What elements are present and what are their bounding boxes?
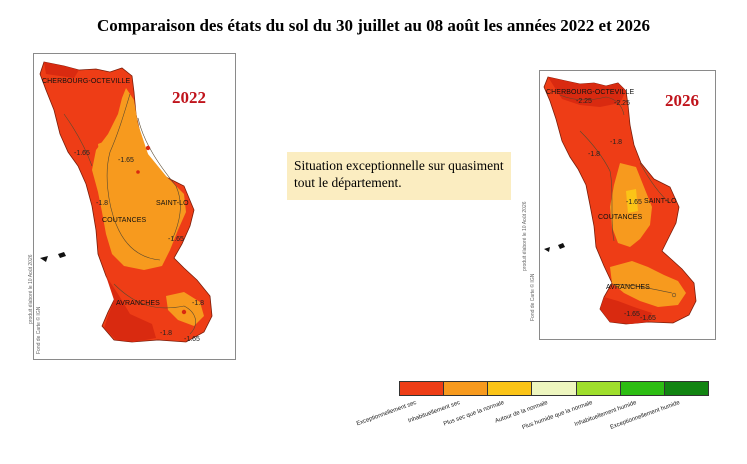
map-panel-2022: 2022 CHERBOURG-OCTEVILLE SAINT-LO COUTAN… [28,53,236,360]
deep-red-zone-north [548,77,626,107]
map-2022-drawing [39,61,213,343]
isoline-curve [609,284,673,294]
station-dot [181,309,187,315]
island [58,252,66,258]
place-label-saint-lo: SAINT-LO [644,198,677,205]
map-credit: produit élaboré le 10 Août 2026 [522,201,528,272]
map-credit: Fond de Carte © IGN [530,273,536,321]
place-label-cherbourg: CHERBOURG-OCTEVILLE [42,78,131,85]
place-label-saint-lo: SAINT-LO [156,200,189,207]
station-dot [145,145,151,151]
island [558,243,565,249]
isoline-curve [63,113,93,167]
situation-note: Situation exceptionnelle sur quasiment t… [287,152,511,200]
isoline-curve [113,283,196,335]
isoline-value: -2.25 [614,100,630,107]
isoline-value: -1.65 [118,157,134,164]
isoline-value: -1.65 [74,150,90,157]
deep-red-zone [104,276,156,342]
island [40,256,48,262]
isoline-value: -2.25 [576,98,592,105]
isoline-curve [137,117,181,241]
deep-red-zone-north [44,62,79,78]
isoline-value: -1.65 [640,315,656,322]
unusual-dry-zone-south [166,292,204,326]
isoline-curve [106,93,161,261]
unusual-dry-zone [92,88,186,270]
legend-swatch [488,382,533,395]
legend-swatch [664,382,708,395]
place-label-cherbourg: CHERBOURG-OCTEVILLE [546,89,635,96]
isoline-curve [579,130,615,242]
place-label-avranches: AVRANCHES [606,284,650,291]
map-year-label: 2022 [172,88,206,107]
island [544,247,550,252]
map-year-label: 2026 [665,91,699,110]
isoline-value: -1.65 [624,311,640,318]
place-label-coutances: COUTANCES [102,217,147,224]
legend-swatch [532,382,577,395]
page-title: Comparaison des états du sol du 30 juill… [96,16,650,35]
station-dot [671,292,677,298]
place-label-coutances: COUTANCES [598,214,643,221]
station-dot [136,170,140,174]
isoline-value: -1.8 [160,330,173,337]
place-label-avranches: AVRANCHES [116,300,160,307]
isoline-curve [559,94,625,116]
isoline-value: -1.8 [192,300,205,307]
unusual-dry-zone-small [98,140,110,162]
isoline-value: -1.8 [96,200,109,207]
deep-red-zone-south [600,297,652,324]
isoline-value: -1.65 [168,236,184,243]
map-credit: Fond de Carte © IGN [36,306,42,354]
dry-zone-small [626,189,638,213]
legend-swatch [444,382,489,395]
isoline-curve [639,162,671,204]
isoline-value: -1.65 [626,199,642,206]
isoline-value: -1.8 [588,151,601,158]
unusual-dry-zone-south [610,261,686,307]
legend-label: Exceptionnellement sec [355,400,418,428]
legend-color-scale [399,381,709,396]
isoline-value: -1.8 [610,139,623,146]
map-credit: produit élaboré le 10 Août 2026 [28,254,34,325]
legend-swatch [620,382,665,395]
map-panel-2026: 2026 CHERBOURG-OCTEVILLE SAINT-LO COUTAN… [522,70,716,340]
legend-swatch [400,382,445,395]
isoline-value: -1.65 [184,336,200,343]
map-2026-drawing [543,76,697,325]
legend-swatch [576,382,621,395]
